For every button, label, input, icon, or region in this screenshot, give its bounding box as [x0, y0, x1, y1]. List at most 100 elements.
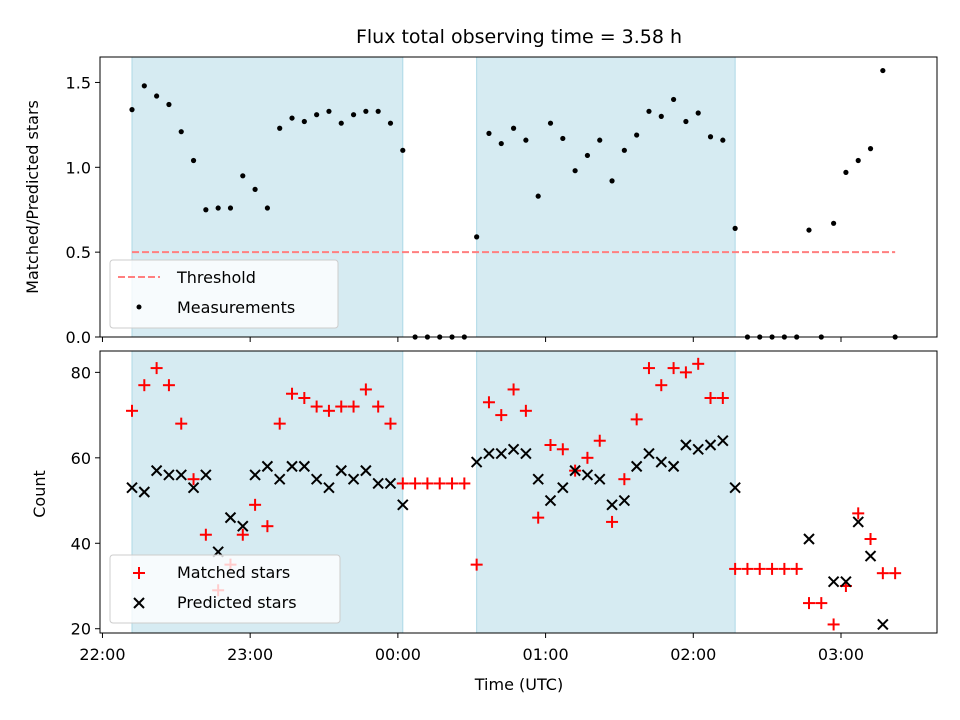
predicted-star-point [150, 464, 163, 477]
predicted-star-point [840, 576, 852, 588]
predicted-star-point [569, 464, 581, 477]
measurement-point [154, 93, 160, 99]
predicted-star-point [729, 482, 741, 494]
predicted-star-point [594, 473, 606, 485]
legend-predicted-swatch [133, 597, 145, 609]
top-legend: Threshold Measurements [109, 259, 339, 329]
y-tick-label: 1.0 [66, 158, 91, 177]
y-tick-label: 20 [71, 620, 91, 639]
measurement-point [547, 120, 554, 126]
matched-star-point [581, 451, 594, 464]
predicted-star-point [606, 499, 618, 511]
measurement-point [474, 234, 480, 240]
shaded-interval-1 [476, 350, 736, 634]
matched-star-point [335, 400, 348, 413]
predicted-star-point [655, 456, 667, 468]
predicted-star-point [557, 482, 569, 494]
matched-star-point [753, 562, 766, 575]
predicted-star-point [372, 477, 384, 490]
measurement-point [523, 137, 529, 143]
matched-star-point [556, 443, 569, 456]
measurement-point [264, 205, 270, 211]
matched-star-point [150, 362, 163, 375]
matched-star-point [396, 477, 409, 490]
matched-star-point [519, 404, 532, 417]
y-tick-label: 1.5 [66, 73, 91, 92]
matched-star-point [286, 387, 299, 400]
predicted-star-point [864, 550, 877, 562]
matched-star-point [642, 362, 655, 375]
predicted-star-point [274, 473, 286, 485]
matched-star-point [470, 558, 483, 571]
measurement-point [326, 108, 332, 114]
measurement-point [732, 225, 738, 231]
measurement-point [400, 147, 406, 153]
predicted-star-point [138, 486, 151, 498]
x-tick-label: 03:00 [818, 645, 864, 664]
matched-star-point [199, 528, 212, 541]
measurement-point [129, 107, 135, 113]
predicted-star-point [630, 460, 643, 473]
predicted-star-point [126, 482, 138, 494]
measurement-point [670, 96, 677, 103]
predicted-star-point [827, 576, 840, 588]
measurement-point [867, 146, 874, 152]
matched-star-point [655, 379, 668, 392]
matched-star-point [409, 477, 422, 490]
matched-star-point [606, 515, 619, 528]
measurement-point [880, 67, 886, 74]
top-plot-frame [99, 56, 938, 338]
measurement-point [141, 83, 147, 89]
predicted-star-point [360, 464, 372, 477]
legend-measurements-swatch [136, 304, 142, 310]
legend-predicted-label: Predicted stars [177, 593, 297, 612]
measurement-point [240, 173, 246, 179]
measurement-point [190, 157, 197, 164]
matched-star-point [741, 562, 754, 575]
matched-star-point [778, 562, 791, 575]
matched-star-point [236, 528, 249, 541]
matched-star-point [630, 413, 643, 426]
top-y-axis-ticks: 0.0 0.5 1.0 1.5 [66, 73, 100, 347]
legend-threshold-label: Threshold [176, 268, 256, 287]
matched-star-point [421, 477, 434, 490]
measurement-point [166, 101, 172, 108]
top-panel: 0.0 0.5 1.0 1.5 Matched/Predicted stars Thr… [23, 56, 938, 347]
predicted-star-point [680, 439, 692, 451]
predicted-star-point [163, 469, 175, 481]
measurement-point [203, 207, 209, 213]
predicted-stars-points [126, 435, 889, 631]
matched-star-point [261, 520, 274, 533]
measurement-point [683, 118, 689, 125]
predicted-star-point [261, 460, 274, 473]
predicted-star-point [852, 516, 864, 528]
predicted-star-point [347, 473, 360, 485]
measurement-point [498, 140, 504, 147]
matched-star-point [864, 533, 877, 545]
measurement-point [720, 137, 726, 143]
matched-star-point [384, 417, 397, 430]
matched-star-point [716, 392, 729, 404]
measurement-point [831, 220, 837, 226]
predicted-star-point [717, 435, 729, 447]
measurement-point [560, 135, 566, 142]
predicted-star-point [704, 439, 717, 451]
matched-star-point [138, 379, 151, 392]
measurement-point [646, 108, 652, 114]
x-tick-label: 02:00 [670, 645, 716, 664]
x-axis-label: Time (UTC) [474, 675, 563, 694]
measurement-point [350, 112, 357, 118]
x-tick-label: 23:00 [227, 645, 273, 664]
predicted-star-point [692, 443, 704, 455]
predicted-star-point [581, 469, 594, 481]
bottom-y-axis-label: Count [30, 470, 49, 518]
measurement-point [387, 120, 394, 126]
predicted-star-point [667, 460, 680, 473]
measurement-point [584, 152, 591, 159]
predicted-star-point [335, 464, 347, 477]
matched-star-point [187, 473, 200, 486]
matched-star-point [433, 477, 446, 490]
measurement-point [227, 205, 234, 211]
top-x-axis-ticks [101, 337, 842, 342]
